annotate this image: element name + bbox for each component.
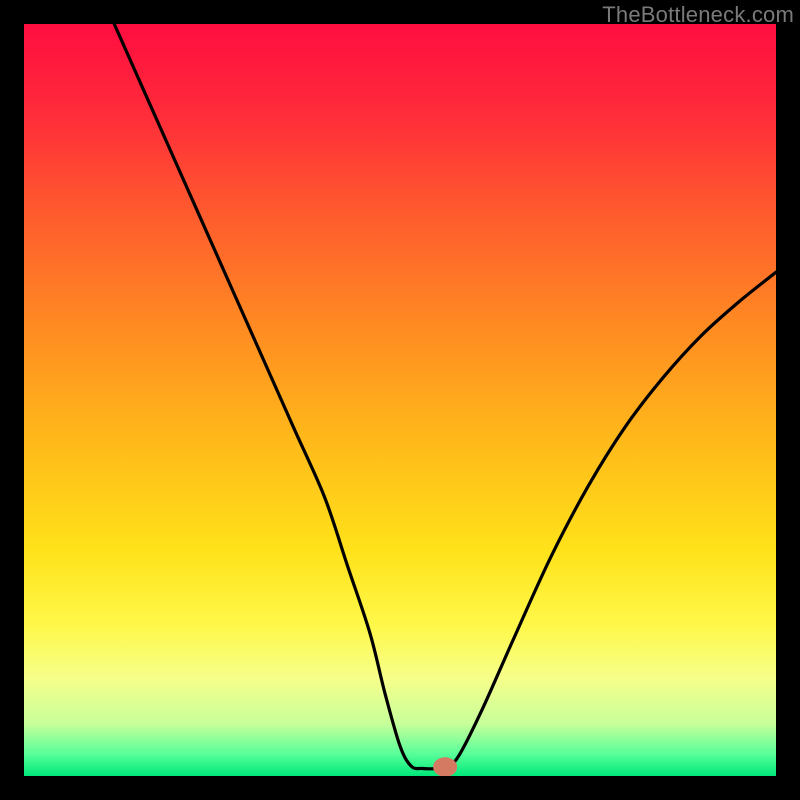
chart-svg: [24, 24, 776, 776]
bottleneck-marker: [433, 757, 457, 776]
plot-area: [24, 24, 776, 776]
watermark-text: TheBottleneck.com: [602, 2, 794, 28]
chart-container: TheBottleneck.com: [0, 0, 800, 800]
gradient-background: [24, 24, 776, 776]
